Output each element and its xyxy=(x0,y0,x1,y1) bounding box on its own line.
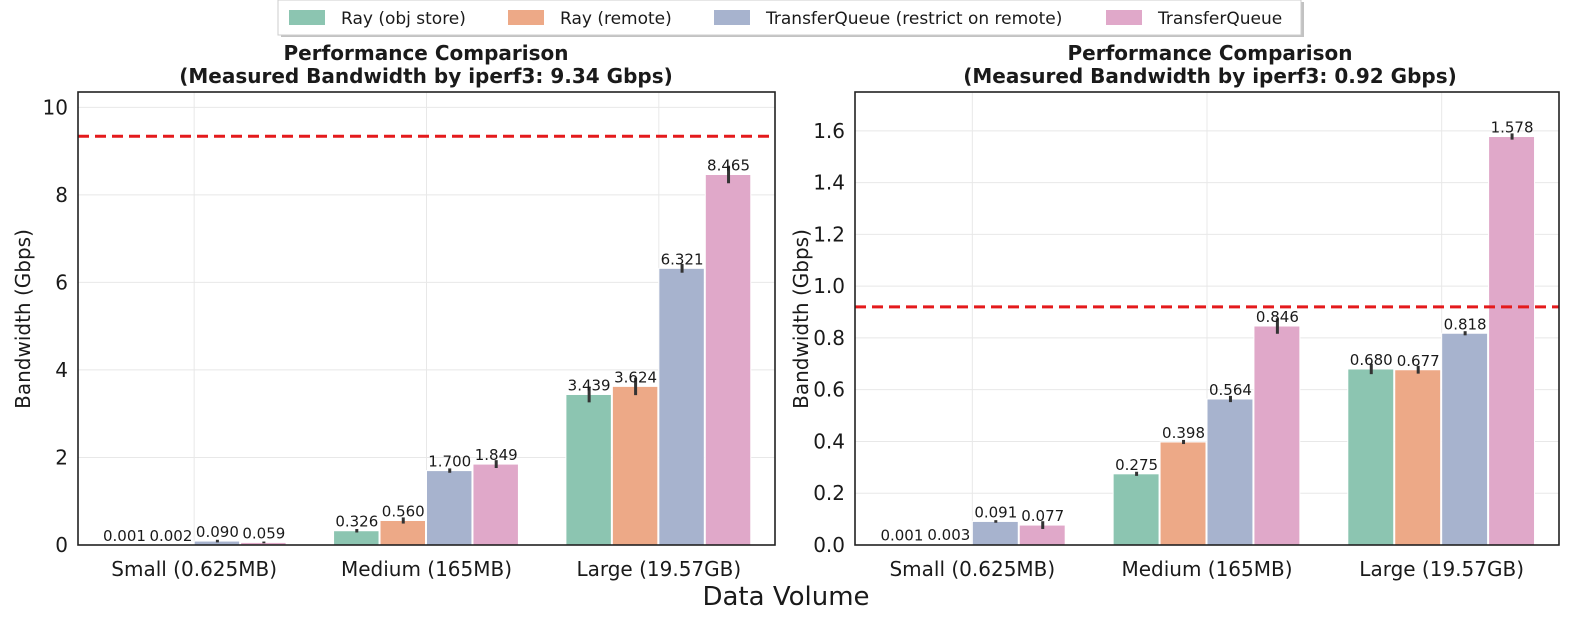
legend-swatch-ray-obj-store xyxy=(289,10,325,25)
chart-left-data-label: 8.465 xyxy=(707,157,750,175)
chart-right-y-tick-label: 0.6 xyxy=(813,378,845,402)
chart-right-x-tick-label: Small (0.625MB) xyxy=(889,557,1055,581)
chart-right-bar-transferqueue-restrict-on-remote-small-0-625mb xyxy=(971,520,1019,546)
chart-right-data-label: 0.003 xyxy=(927,526,970,544)
chart-right-data-label: 0.001 xyxy=(880,527,923,545)
chart-right-data-label: 0.275 xyxy=(1115,456,1158,474)
chart-left-data-label: 0.090 xyxy=(196,523,239,541)
legend-label-ray-remote: Ray (remote) xyxy=(560,9,672,29)
chart-right-y-tick-label: 1.4 xyxy=(813,171,845,195)
chart-left-y-axis-label: Bandwidth (Gbps) xyxy=(11,229,35,409)
chart-right-y-tick-label: 0.8 xyxy=(813,326,845,350)
legend-label-transferqueue-restrict: TransferQueue (restrict on remote) xyxy=(765,9,1062,29)
chart-right-bar-ray-obj-store-medium-165mb xyxy=(1112,473,1160,546)
chart-left-y-tick-label: 6 xyxy=(55,270,68,294)
chart-left-data-label: 0.001 xyxy=(103,527,146,545)
chart-right-axes-frame xyxy=(854,91,1560,546)
chart-right-data-label: 0.818 xyxy=(1444,315,1487,333)
chart-left-bar-ray-obj-store-large-19-57gb xyxy=(565,393,612,546)
chart-left-x-tick-label: Medium (165MB) xyxy=(341,557,512,581)
legend-swatch-ray-remote xyxy=(508,10,544,25)
chart-left-bar-ray-remote-large-19-57gb xyxy=(611,385,659,546)
chart-left-y-tick-label: 8 xyxy=(55,183,68,207)
chart-left-data-label: 1.700 xyxy=(428,453,471,471)
chart-left-y-tick-label: 10 xyxy=(43,95,68,119)
chart-left-x-tick-label: Small (0.625MB) xyxy=(111,557,277,581)
chart-left: Performance Comparison (Measured Bandwid… xyxy=(11,41,776,581)
chart-right-y-axis-label: Bandwidth (Gbps) xyxy=(789,229,813,409)
chart-right-data-label: 0.077 xyxy=(1021,507,1064,525)
chart-right-bar-transferqueue-restrict-on-remote-large-19-57gb xyxy=(1441,332,1489,546)
chart-left-data-label: 1.849 xyxy=(475,446,518,464)
chart-right-data-label: 1.578 xyxy=(1491,119,1534,137)
chart-right-bar-transferqueue-large-19-57gb xyxy=(1488,136,1536,546)
chart-right-title-line1: Performance Comparison xyxy=(1067,41,1352,65)
chart-right-data-label: 0.680 xyxy=(1350,351,1393,369)
chart-left-data-label: 0.059 xyxy=(242,524,285,542)
chart-right-y-tick-label: 1.0 xyxy=(813,274,845,298)
chart-right-data-label: 0.564 xyxy=(1209,381,1252,399)
chart-left-y-tick-label: 2 xyxy=(55,445,68,469)
chart-right-bar-transferqueue-restrict-on-remote-medium-165mb xyxy=(1206,398,1254,546)
chart-right-y-tick-label: 0.2 xyxy=(813,481,845,505)
legend: Ray (obj store) Ray (remote) TransferQue… xyxy=(277,0,1304,37)
chart-left-bar-transferqueue-medium-165mb xyxy=(472,463,519,546)
chart-right-bar-ray-obj-store-large-19-57gb xyxy=(1347,368,1395,546)
chart-right-y-tick-label: 0.0 xyxy=(813,533,845,557)
chart-right-x-tick-label: Medium (165MB) xyxy=(1121,557,1292,581)
chart-left-bar-transferqueue-restrict-on-remote-large-19-57gb xyxy=(658,267,705,546)
chart-left-axes-frame xyxy=(77,91,776,546)
chart-left-x-tick-label: Large (19.57GB) xyxy=(576,557,741,581)
chart-right-data-label: 0.677 xyxy=(1397,352,1440,370)
chart-left-y-tick-label: 4 xyxy=(55,358,68,382)
chart-right-bar-ray-remote-large-19-57gb xyxy=(1394,369,1442,546)
chart-right-y-tick-label: 1.2 xyxy=(813,222,845,246)
x-axis-label: Data Volume xyxy=(702,582,869,612)
chart-left-data-label: 3.439 xyxy=(568,376,611,394)
chart-left-bar-ray-obj-store-medium-165mb xyxy=(333,530,380,546)
legend-swatch-transferqueue xyxy=(1106,10,1142,25)
chart-left-title-line2: (Measured Bandwidth by iperf3: 9.34 Gbps… xyxy=(179,64,673,88)
chart-right: Performance Comparison (Measured Bandwid… xyxy=(789,41,1560,581)
legend-swatch-transferqueue-restrict xyxy=(714,10,750,25)
chart-left-data-label: 6.321 xyxy=(661,250,704,268)
legend-label-ray-obj-store: Ray (obj store) xyxy=(341,9,466,29)
chart-right-y-tick-label: 1.6 xyxy=(813,119,845,143)
chart-right-data-label: 0.091 xyxy=(974,503,1017,521)
legend-label-transferqueue: TransferQueue xyxy=(1157,9,1282,29)
chart-left-data-label: 0.002 xyxy=(149,527,192,545)
chart-left-bar-ray-remote-medium-165mb xyxy=(379,519,426,546)
chart-left-data-label: 3.624 xyxy=(614,368,657,386)
chart-right-title-line2: (Measured Bandwidth by iperf3: 0.92 Gbps… xyxy=(963,64,1457,88)
chart-left-title-line1: Performance Comparison xyxy=(283,41,568,65)
chart-right-y-tick-label: 0.4 xyxy=(813,429,845,453)
chart-left-data-label: 0.326 xyxy=(335,513,378,531)
chart-right-data-label: 0.398 xyxy=(1162,424,1205,442)
chart-left-bar-transferqueue-restrict-on-remote-medium-165mb xyxy=(426,470,473,546)
chart-left-data-label: 0.560 xyxy=(382,502,425,520)
chart-right-x-tick-label: Large (19.57GB) xyxy=(1359,557,1524,581)
chart-left-y-tick-label: 0 xyxy=(55,533,68,557)
chart-right-bar-transferqueue-medium-165mb xyxy=(1253,325,1301,546)
chart-right-data-label: 0.846 xyxy=(1256,308,1299,326)
chart-right-bar-ray-remote-medium-165mb xyxy=(1159,441,1207,546)
chart-left-bar-transferqueue-large-19-57gb xyxy=(704,174,752,546)
